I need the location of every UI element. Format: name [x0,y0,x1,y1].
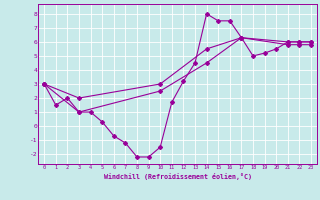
X-axis label: Windchill (Refroidissement éolien,°C): Windchill (Refroidissement éolien,°C) [104,173,252,180]
